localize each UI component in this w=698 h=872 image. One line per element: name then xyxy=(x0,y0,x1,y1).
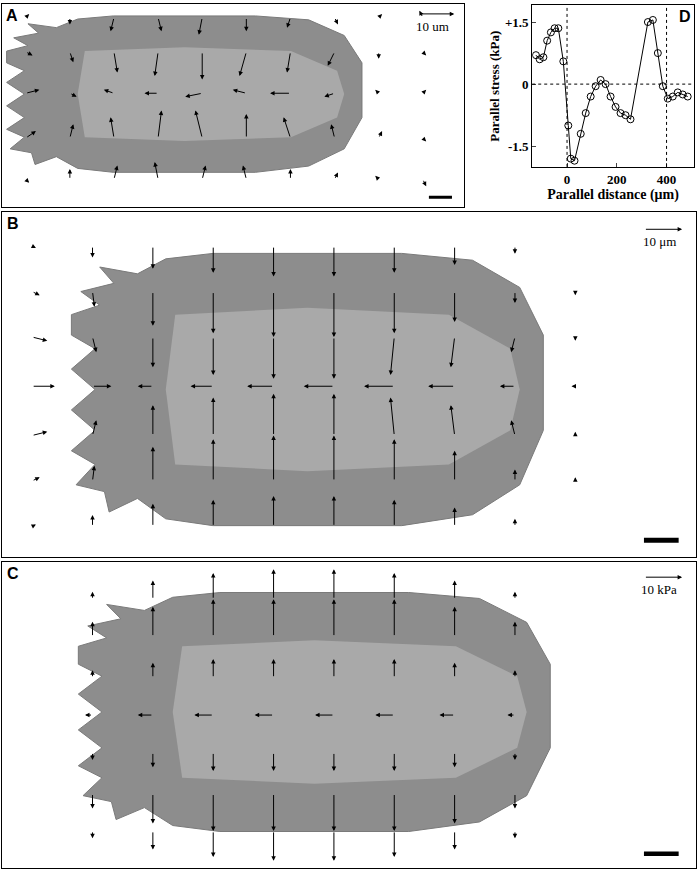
svg-text:200: 200 xyxy=(607,172,627,187)
svg-text:D: D xyxy=(679,8,691,25)
svg-text:0: 0 xyxy=(564,172,571,187)
svg-text:10 μm: 10 μm xyxy=(643,234,680,249)
svg-text:400: 400 xyxy=(657,172,677,187)
svg-text:10 kPa: 10 kPa xyxy=(641,582,680,597)
svg-text:Parallel distance (μm): Parallel distance (μm) xyxy=(547,187,679,203)
svg-text:Parallel stress (kPa): Parallel stress (kPa) xyxy=(487,31,502,142)
svg-text:+1.5: +1.5 xyxy=(505,15,529,30)
svg-text:10 um: 10 um xyxy=(416,19,452,34)
svg-text:0: 0 xyxy=(522,77,529,92)
svg-text:-1.5: -1.5 xyxy=(508,139,529,154)
svg-text:B: B xyxy=(7,215,19,232)
svg-text:C: C xyxy=(7,565,19,582)
svg-text:A: A xyxy=(6,7,18,24)
